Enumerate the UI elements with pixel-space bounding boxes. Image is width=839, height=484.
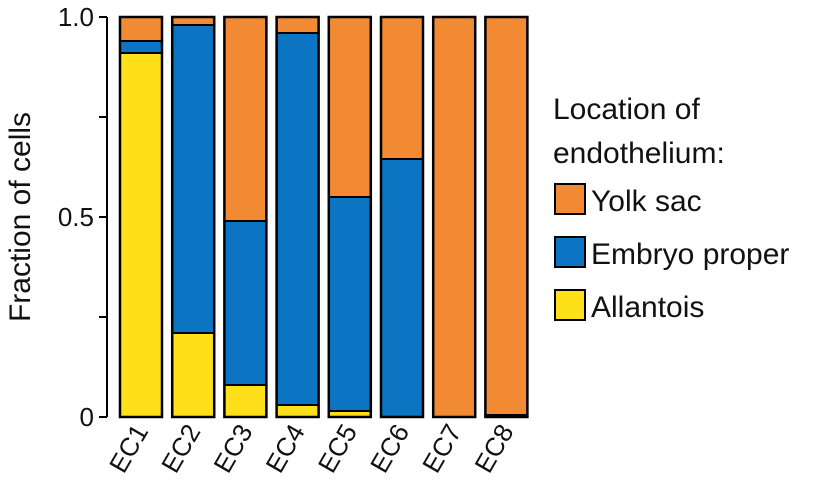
x-tick-label-ec5: EC5 [312,419,363,478]
bar-outline-ec3 [223,15,268,419]
bar-segment-allantois-ec2 [171,332,216,418]
x-tick-label-ec6: EC6 [364,419,415,478]
y-tick-label-2: 0.5 [58,202,94,232]
bar-outline-ec7 [431,15,477,419]
legend-label-allantois: Allantois [591,291,704,324]
y-tick-label-4: 1.0 [58,2,94,32]
bar-segment-yolk-sac-ec6 [380,16,424,160]
bar-group-ec6 [379,15,425,419]
bar-segment-yolk-sac-ec4 [275,16,320,34]
x-axis: EC1 EC2 EC3 EC4 EC5 EC6 EC7 EC8 [103,419,520,478]
bar-group-ec8 [484,15,529,419]
bar-segment-yolk-sac-ec5 [327,16,372,198]
legend: Location of endothelium: Yolk sac Embryo … [553,93,789,324]
bar-segment-embryo-proper-ec5 [327,196,372,412]
y-tick-label-0: 0 [80,402,94,432]
bar-group-ec1 [118,15,164,419]
bar-group-ec5 [327,15,373,419]
legend-label-yolk-sac: Yolk sac [591,185,702,218]
legend-label-embryo-proper: Embryo proper [591,238,789,271]
x-tick-label-ec8: EC8 [468,419,519,478]
legend-title-line-2: endothelium: [553,137,725,170]
bar-segment-yolk-sac-ec8 [484,16,529,416]
bar-segment-embryo-proper-ec1 [119,40,163,54]
bar-outline-ec5 [327,15,373,419]
bar-segment-allantois-ec3 [223,384,268,418]
bar-segment-yolk-sac-ec3 [223,16,268,222]
bar-outline-ec6 [379,15,425,419]
y-axis-title: Fraction of cells [4,112,37,322]
bar-segment-embryo-proper-ec4 [275,32,320,406]
legend-swatch-allantois [554,289,586,321]
bar-group-ec4 [275,15,320,419]
legend-swatch-yolk-sac [554,183,586,215]
bar-segment-allantois-ec1 [119,52,163,418]
x-tick-label-ec4: EC4 [260,419,311,478]
x-tick-label-ec3: EC3 [207,419,258,478]
bar-outline-ec4 [275,15,320,419]
bar-group-ec2 [170,15,216,419]
plot-area [118,15,529,419]
legend-title-line-1: Location of [553,93,700,126]
bar-group-ec7 [431,15,477,419]
bar-segment-yolk-sac-ec7 [432,16,477,418]
legend-swatch-embryo-proper [554,236,586,268]
bar-group-ec3 [223,15,268,419]
x-tick-label-ec1: EC1 [103,419,154,478]
y-axis: 0 0.5 1.0 [58,2,108,432]
bar-outline-ec1 [118,15,164,419]
bar-segment-allantois-ec4 [275,404,320,418]
bar-outline-ec8 [484,15,529,419]
bar-segment-embryo-proper-ec6 [380,158,424,418]
bar-segment-embryo-proper-ec2 [171,24,216,334]
bar-segment-yolk-sac-ec1 [119,16,163,42]
x-tick-label-ec7: EC7 [416,419,467,478]
x-tick-label-ec2: EC2 [155,419,206,478]
bar-outline-ec2 [170,15,216,419]
bar-segment-embryo-proper-ec3 [223,220,268,386]
